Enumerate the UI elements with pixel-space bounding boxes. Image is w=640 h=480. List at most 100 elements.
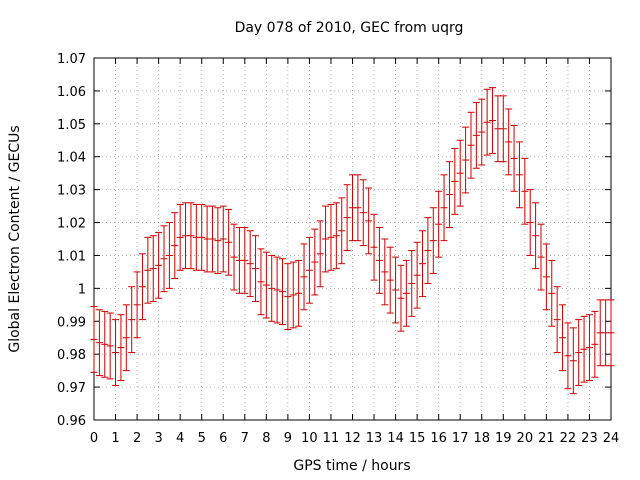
y-tick-label: 1.02 [57,217,86,232]
x-tick-label: 9 [284,431,292,446]
y-tick-labels: 0.96 0.97 0.98 0.99 1 1.01 1.02 1.03 1.04 1.05 1.0… [57,52,86,429]
x-tick-label: 1 [111,431,119,446]
error-bar [262,251,270,319]
error-bar [101,310,109,378]
error-bar [591,310,599,378]
error-bar [429,207,437,275]
error-bar [289,261,297,329]
y-tick-label: 1.05 [57,118,86,133]
error-bar [241,226,249,294]
error-bar [467,111,475,179]
y-tick-label: 1.04 [57,151,86,166]
y-tick-label: 1.06 [57,85,86,100]
error-bar [138,253,146,321]
error-bar [219,205,227,273]
error-bar [607,299,615,367]
error-bar [230,223,238,291]
error-bar [257,248,265,316]
error-bar [155,231,163,299]
error-bar [252,235,260,303]
error-bar [268,254,276,322]
x-tick-label: 15 [409,431,426,446]
error-bar [295,259,303,327]
error-bar [160,225,168,293]
x-tick-label: 2 [133,431,141,446]
x-axis-label: GPS time / hours [293,458,410,474]
error-bar [316,220,324,288]
error-bar [521,157,529,225]
x-tick-label: 7 [241,431,249,446]
x-tick-label: 0 [90,431,98,446]
error-bar [198,203,206,271]
error-bar [90,305,98,373]
error-bar [505,108,513,176]
x-tick-label: 10 [301,431,318,446]
error-bar [327,203,335,271]
error-bar [585,314,593,382]
error-bar [284,263,292,330]
error-bar [375,226,383,294]
error-bar [397,264,405,332]
y-tick-label: 0.96 [57,414,86,429]
error-bar [564,322,572,390]
error-bar [559,304,567,372]
error-bar [472,101,480,169]
error-bar [392,256,400,324]
x-tick-label: 3 [154,431,162,446]
error-bar [483,88,491,156]
error-bar [413,241,421,309]
error-bar [445,161,453,228]
chart-title: Day 078 of 2010, GEC from uqrg [235,20,464,36]
error-bar [553,286,561,354]
error-bar [370,213,378,281]
x-tick-label: 11 [323,431,340,446]
error-bar [332,202,340,270]
error-bar [338,197,346,265]
error-bar [451,148,459,215]
x-tick-label: 13 [366,431,383,446]
error-bar [462,126,470,194]
error-bar [117,314,125,382]
error-bar [171,212,179,279]
error-bar [419,230,427,298]
error-bar [112,319,120,386]
error-bar [575,319,583,386]
x-tick-label: 19 [495,431,512,446]
y-tick-label: 0.98 [57,348,86,363]
x-tick-label: 17 [452,431,469,446]
error-bar [548,259,556,327]
y-tick-label: 1.01 [57,249,86,264]
error-bar [278,258,286,326]
error-bar [402,259,410,327]
y-tick-label: 0.99 [57,315,86,330]
error-bar [322,205,330,273]
x-tick-label: 23 [581,431,598,446]
x-tick-label: 18 [473,431,490,446]
error-bar [381,238,389,306]
x-tick-label: 16 [430,431,447,446]
error-bar [386,246,394,314]
error-bar [440,174,448,242]
error-bar [225,208,233,276]
x-tick-label: 24 [603,431,620,446]
error-bar [273,256,281,324]
error-bar [187,202,195,270]
error-bar [542,243,550,311]
y-tick-label: 1 [78,282,86,297]
x-tick-label: 8 [262,431,270,446]
error-bar [435,190,443,258]
y-tick-label: 1.07 [57,52,86,67]
error-bar [569,327,577,395]
error-bar [208,205,216,273]
error-bar [176,203,184,271]
error-bars [90,87,615,395]
error-bar [343,184,351,252]
x-tick-label: 21 [538,431,555,446]
error-bar [515,141,523,209]
error-bar [537,223,545,291]
error-bar [133,271,141,339]
x-tick-label: 5 [198,431,206,446]
error-bar [499,95,507,163]
y-tick-label: 0.97 [57,381,86,396]
